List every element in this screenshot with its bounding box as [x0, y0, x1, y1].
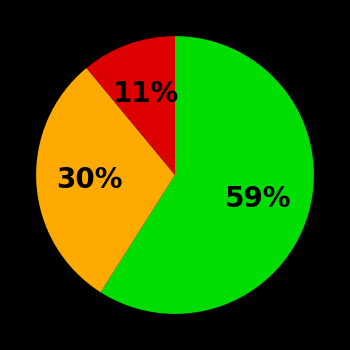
Text: 11%: 11%	[113, 80, 179, 108]
Wedge shape	[86, 36, 175, 175]
Wedge shape	[100, 36, 314, 314]
Wedge shape	[36, 68, 175, 292]
Text: 59%: 59%	[224, 185, 291, 213]
Text: 30%: 30%	[56, 166, 122, 194]
